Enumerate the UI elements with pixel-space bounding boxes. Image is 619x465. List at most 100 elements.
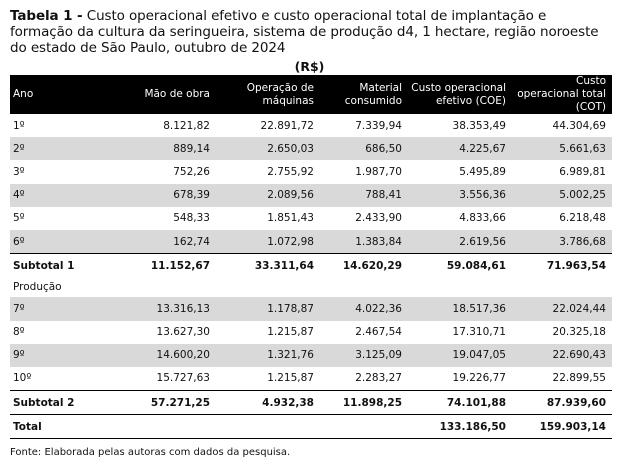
value-cell: 13.627,30 (156, 326, 210, 339)
header-row: Ano Mão de obra Operação de máquinas Mat… (10, 75, 612, 114)
value-cell: 4.932,38 (216, 390, 320, 415)
value-cell: 4.225,67 (408, 137, 512, 161)
value-cell (113, 277, 216, 297)
value-cell: 2.650,03 (216, 137, 320, 161)
row-label-cell: Produção (13, 281, 62, 294)
table-row: 5º 548,33 1.851,43 2.433,90 4.833,66 6.218,48 (10, 207, 612, 230)
value-cell (216, 277, 320, 297)
value-cell: 2.433,90 (355, 212, 402, 225)
value-cell: 1.215,87 (267, 326, 314, 339)
table-number: Tabela 1 - (10, 8, 83, 24)
value-cell (512, 277, 612, 297)
subtotal-row: Subtotal 2 57.271,25 4.932,38 11.898,25 74.1… (10, 390, 612, 415)
table-row: 7º 13.316,13 1.178,87 4.022,36 18.517,36 22.0… (10, 297, 612, 321)
row-label-cell: 3º (13, 165, 25, 178)
value-cell: 5.661,63 (512, 137, 612, 161)
row-label-cell: 4º (10, 183, 113, 207)
value-cell: 44.304,69 (552, 119, 606, 132)
value-cell: 14.620,29 (320, 253, 408, 278)
row-label-cell: 9º (10, 343, 113, 367)
value-cell (216, 414, 320, 440)
value-cell: 11.152,67 (113, 253, 216, 278)
currency-unit: (R$) (294, 59, 325, 74)
value-cell: 133.186,50 (408, 414, 512, 440)
value-cell: 33.311,64 (216, 253, 320, 278)
value-cell: 1.987,70 (355, 165, 402, 178)
value-cell: 22.899,55 (552, 372, 606, 385)
value-cell: 788,41 (320, 183, 408, 207)
value-cell: 7.339,94 (355, 119, 402, 132)
row-label-cell: Subtotal 1 (10, 253, 113, 278)
value-cell: 162,74 (113, 229, 216, 254)
value-cell: 87.939,60 (512, 390, 612, 415)
value-cell: 17.310,71 (452, 326, 506, 339)
value-cell: 38.353,49 (452, 119, 506, 132)
row-label-cell: 5º (13, 212, 25, 225)
row-label-cell: 10º (13, 372, 32, 385)
value-cell: 5.495,89 (459, 165, 506, 178)
value-cell: 2.089,56 (216, 183, 320, 207)
table-row: 9º 14.600,20 1.321,76 3.125,09 19.047,05 22.6… (10, 343, 612, 367)
value-cell: 678,39 (113, 183, 216, 207)
table-row: 8º 13.627,30 1.215,87 2.467,54 17.310,71 20.3… (10, 321, 612, 344)
value-cell: 19.226,77 (452, 372, 506, 385)
column-header-machinery: Operação de máquinas (216, 75, 320, 114)
value-cell: 57.271,25 (113, 390, 216, 415)
value-cell: 13.316,13 (113, 297, 216, 321)
value-cell: 3.556,36 (408, 183, 512, 207)
value-cell: 1.321,76 (216, 343, 320, 367)
column-header-coe: Custo operacional efetivo (COE) (408, 75, 512, 114)
section-row: Produção (10, 277, 612, 297)
value-cell: 752,26 (173, 165, 210, 178)
table-row: 2º 889,14 2.650,03 686,50 4.225,67 5.661,63 (10, 137, 612, 161)
value-cell (320, 277, 408, 297)
cost-table: Ano Mão de obra Operação de máquinas Mat… (10, 75, 612, 440)
value-cell: 548,33 (173, 212, 210, 225)
value-cell: 5.002,25 (512, 183, 612, 207)
value-cell: 889,14 (113, 137, 216, 161)
value-cell: 18.517,36 (408, 297, 512, 321)
table-title: Custo operacional efetivo e custo operac… (10, 8, 599, 56)
value-cell: 22.690,43 (512, 343, 612, 367)
value-cell: 4.022,36 (320, 297, 408, 321)
value-cell (320, 414, 408, 440)
value-cell: 1.383,84 (320, 229, 408, 254)
table-body: 1º 8.121,82 22.891,72 7.339,94 38.353,49 44.3… (10, 114, 612, 440)
value-cell: 1.178,87 (216, 297, 320, 321)
value-cell: 59.084,61 (408, 253, 512, 278)
value-cell (408, 277, 512, 297)
column-header-material: Material consumido (320, 75, 408, 114)
column-header-labor: Mão de obra (113, 75, 216, 114)
column-header-year: Ano (10, 75, 113, 114)
row-label-cell: 7º (10, 297, 113, 321)
subtotal-row: Subtotal 1 11.152,67 33.311,64 14.620,29 59.… (10, 253, 612, 278)
table-row: 3º 752,26 2.755,92 1.987,70 5.495,89 6.989,81 (10, 160, 612, 183)
value-cell: 686,50 (320, 137, 408, 161)
row-label-cell: 6º (10, 229, 113, 254)
value-cell: 20.325,18 (552, 326, 606, 339)
value-cell: 11.898,25 (320, 390, 408, 415)
value-cell: 2.283,27 (355, 372, 402, 385)
value-cell: 2.467,54 (355, 326, 402, 339)
value-cell: 15.727,63 (156, 372, 210, 385)
value-cell: 22.024,44 (512, 297, 612, 321)
value-cell: 1.215,87 (267, 372, 314, 385)
table-caption: Tabela 1 - Custo operacional efetivo e c… (10, 8, 609, 56)
value-cell: 71.963,54 (512, 253, 612, 278)
subtotal-row: Total 133.186,50 159.903,14 (10, 414, 612, 440)
row-label-cell: 8º (13, 326, 25, 339)
value-cell (113, 414, 216, 440)
value-cell: 3.786,68 (512, 229, 612, 254)
value-cell: 159.903,14 (512, 414, 612, 440)
value-cell: 6.218,48 (559, 212, 606, 225)
value-cell: 1.851,43 (267, 212, 314, 225)
value-cell: 8.121,82 (163, 119, 210, 132)
table-row: 1º 8.121,82 22.891,72 7.339,94 38.353,49 44.3… (10, 114, 612, 137)
value-cell: 74.101,88 (408, 390, 512, 415)
value-cell: 6.989,81 (559, 165, 606, 178)
row-label-cell: 2º (10, 137, 113, 161)
table-source: Fonte: Elaborada pelas autoras com dados… (10, 447, 291, 459)
value-cell: 2.619,56 (408, 229, 512, 254)
value-cell: 3.125,09 (320, 343, 408, 367)
